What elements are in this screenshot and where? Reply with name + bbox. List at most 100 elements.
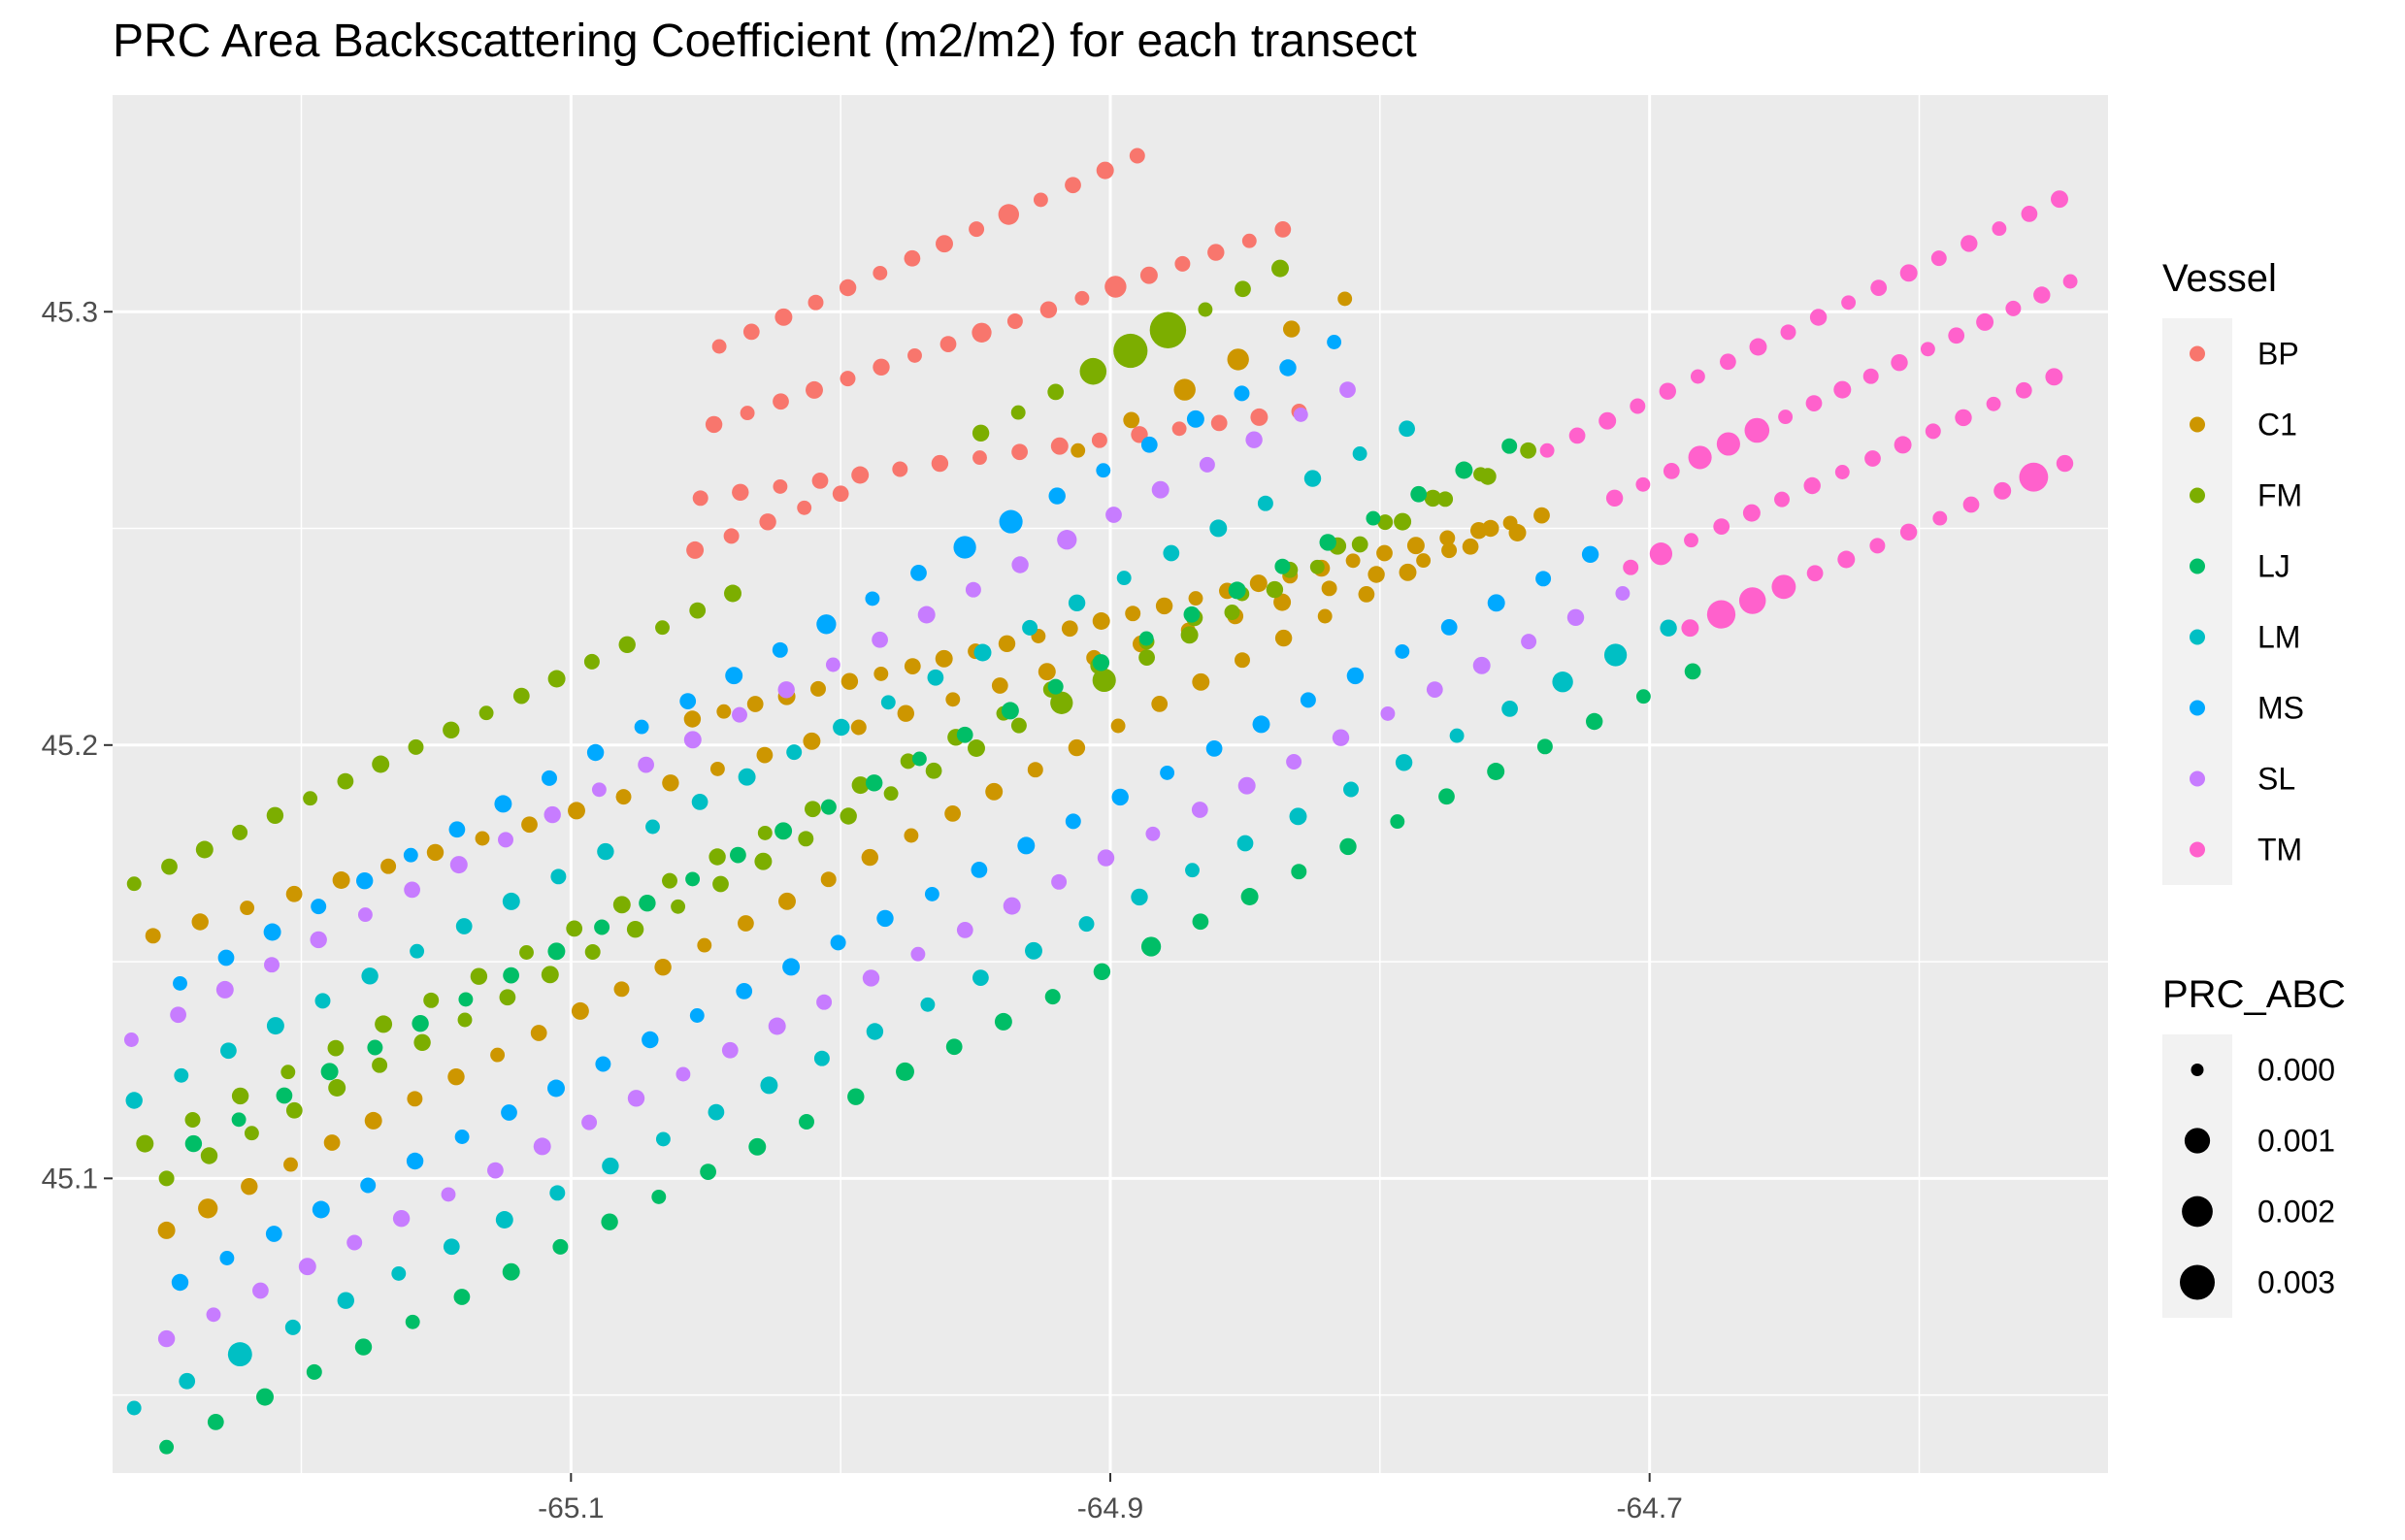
data-point-fm (1079, 357, 1107, 385)
data-point-tm (1649, 542, 1673, 566)
data-point-fm (1377, 514, 1394, 531)
size-legend-label: 0.001 (2257, 1124, 2335, 1159)
data-point-sl (1472, 656, 1491, 674)
data-point-c1 (475, 831, 490, 846)
data-point-sl (1339, 381, 1356, 398)
data-point-bp (1250, 408, 1268, 426)
color-legend-key-background (2162, 318, 2232, 885)
data-point-bp (811, 473, 829, 489)
data-point-ms (1279, 359, 1297, 377)
data-point-tm (1605, 489, 1624, 507)
data-point-bp (972, 322, 992, 343)
data-point-c1 (716, 704, 732, 719)
data-point-c1 (1123, 411, 1140, 429)
color-legend-label: FM (2257, 478, 2302, 513)
data-point-lm (174, 1067, 189, 1083)
data-point-sl (157, 1329, 176, 1348)
data-point-sl (1057, 530, 1077, 550)
data-point-c1 (1274, 629, 1293, 647)
data-point-tm (2015, 381, 2032, 399)
data-point-sl (862, 969, 880, 987)
data-point-sl (956, 922, 973, 938)
chart-title: PRC Area Backscattering Coefficient (m2/… (113, 16, 1417, 67)
data-point-fm (925, 762, 942, 779)
data-point-lj (1536, 738, 1553, 755)
data-point-lm (691, 794, 708, 810)
data-point-fm (232, 824, 248, 840)
data-point-tm (1771, 574, 1796, 600)
data-point-sl (498, 832, 513, 848)
data-point-fm (712, 875, 729, 893)
data-point-lm (361, 967, 379, 985)
data-point-ms (265, 1226, 282, 1242)
data-point-tm (1899, 523, 1918, 541)
data-point-bp (742, 323, 760, 341)
data-point-bp (686, 541, 705, 559)
color-legend-key-lj (2190, 558, 2205, 574)
data-point-tm (1837, 550, 1856, 569)
data-point-tm (2045, 368, 2063, 386)
data-point-ms (953, 536, 976, 559)
data-point-c1 (530, 1025, 547, 1041)
data-point-fm (1047, 383, 1065, 401)
data-point-tm (1684, 533, 1698, 548)
data-point-c1 (1227, 348, 1249, 371)
data-point-bp (1241, 233, 1257, 248)
data-point-bp (711, 339, 727, 354)
data-point-lm (391, 1265, 407, 1281)
data-point-c1 (380, 858, 397, 874)
series-lm (125, 420, 1677, 1416)
data-point-ms (1111, 788, 1129, 806)
data-point-c1 (861, 848, 878, 867)
data-point-tm (1986, 396, 2001, 411)
series-tm (1539, 190, 2078, 638)
data-point-lm (1236, 835, 1254, 852)
data-point-fm (541, 966, 559, 984)
data-point-tm (1833, 380, 1852, 399)
data-point-sl (1293, 407, 1308, 422)
data-point-fm (443, 721, 460, 738)
data-point-bp (1074, 290, 1090, 306)
data-point-ms (736, 983, 753, 999)
data-point-lj (748, 1137, 767, 1156)
data-point-tm (1870, 279, 1888, 296)
data-point-lm (1501, 701, 1518, 717)
data-point-bp (1207, 244, 1225, 261)
data-point-c1 (1092, 612, 1110, 630)
data-point-fm (900, 753, 916, 770)
data-point-c1 (571, 1001, 589, 1020)
series-bp (686, 147, 1307, 559)
data-point-fm (184, 1112, 201, 1128)
data-point-sl (1051, 873, 1068, 890)
data-point-bp (759, 513, 776, 531)
data-point-fm (408, 738, 424, 755)
data-point-tm (1744, 417, 1770, 443)
data-point-lj (1047, 678, 1064, 695)
data-point-fm (689, 602, 707, 619)
data-point-lj (594, 919, 610, 935)
data-point-fm (583, 653, 600, 670)
data-point-c1 (1358, 586, 1375, 603)
data-point-tm (1659, 382, 1677, 400)
data-point-lm (1257, 495, 1273, 511)
data-point-sl (404, 881, 420, 899)
data-point-c1 (447, 1068, 465, 1086)
data-point-lm (502, 892, 520, 910)
data-point-bp (1006, 313, 1023, 329)
data-point-fm (280, 1065, 296, 1080)
data-point-sl (1380, 705, 1396, 721)
data-point-lj (1138, 631, 1154, 646)
size-legend-label: 0.000 (2257, 1053, 2335, 1088)
data-point-lj (458, 992, 474, 1007)
data-point-lj (184, 1134, 203, 1153)
data-point-fm (457, 1012, 473, 1028)
data-point-tm (2056, 454, 2074, 473)
data-point-bp (1104, 276, 1127, 298)
size-legend-key (2191, 1064, 2204, 1076)
data-point-lm (314, 993, 331, 1009)
data-point-sl (487, 1162, 504, 1179)
data-point-lj (911, 751, 927, 767)
data-point-sl (910, 946, 926, 962)
data-point-bp (692, 490, 708, 507)
data-point-sl (215, 980, 234, 999)
